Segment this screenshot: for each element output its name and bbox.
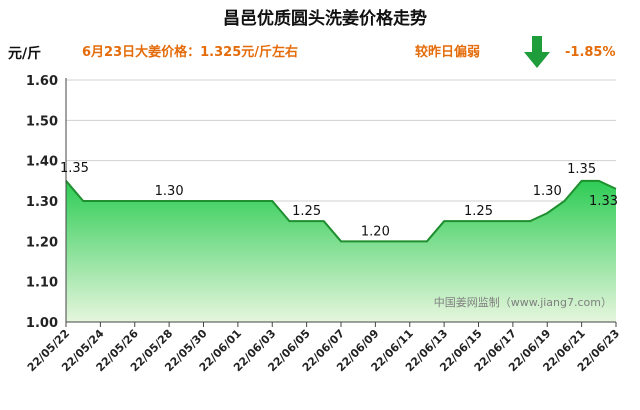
data-label: 1.25	[292, 204, 321, 219]
data-label: 1.35	[60, 161, 89, 176]
data-label: 1.30	[155, 184, 184, 199]
data-label: 1.33	[589, 194, 618, 209]
y-tick-label: 1.50	[26, 114, 58, 129]
down-arrow-icon	[524, 36, 550, 68]
y-tick-label: 1.40	[26, 155, 58, 170]
data-label: 1.30	[533, 184, 562, 199]
y-tick-label: 1.10	[26, 276, 58, 291]
data-labels: 1.35 1.30 1.25 1.20 1.25 1.30 1.35 1.33	[60, 161, 618, 240]
y-tick-label: 1.00	[26, 316, 58, 331]
data-label: 1.20	[361, 224, 390, 239]
data-label: 1.35	[567, 162, 596, 177]
area-fill	[66, 180, 616, 322]
price-line	[65, 179, 617, 243]
y-axis-unit-label: 元/斤	[8, 45, 41, 62]
area-series	[65, 179, 617, 322]
watermark: 中国姜网监制（www.jiang7.com）	[434, 295, 612, 309]
y-tick-label: 1.30	[26, 195, 58, 210]
change-label: 较昨日偏弱	[415, 44, 480, 60]
chart-title: 昌邑优质圆头洗姜价格走势	[223, 8, 427, 29]
change-value: -1.85%	[565, 45, 616, 60]
y-axis-ticks: 1.00 1.10 1.20 1.30 1.40 1.50 1.60	[26, 74, 58, 331]
data-label: 1.25	[464, 204, 493, 219]
y-tick-label: 1.20	[26, 235, 58, 250]
y-tick-label: 1.60	[26, 74, 58, 89]
price-note: 6月23日大姜价格：1.325元/斤左右	[82, 44, 298, 60]
x-axis-ticks: 22/05/2222/05/2422/05/2622/05/2822/05/30…	[25, 322, 622, 374]
